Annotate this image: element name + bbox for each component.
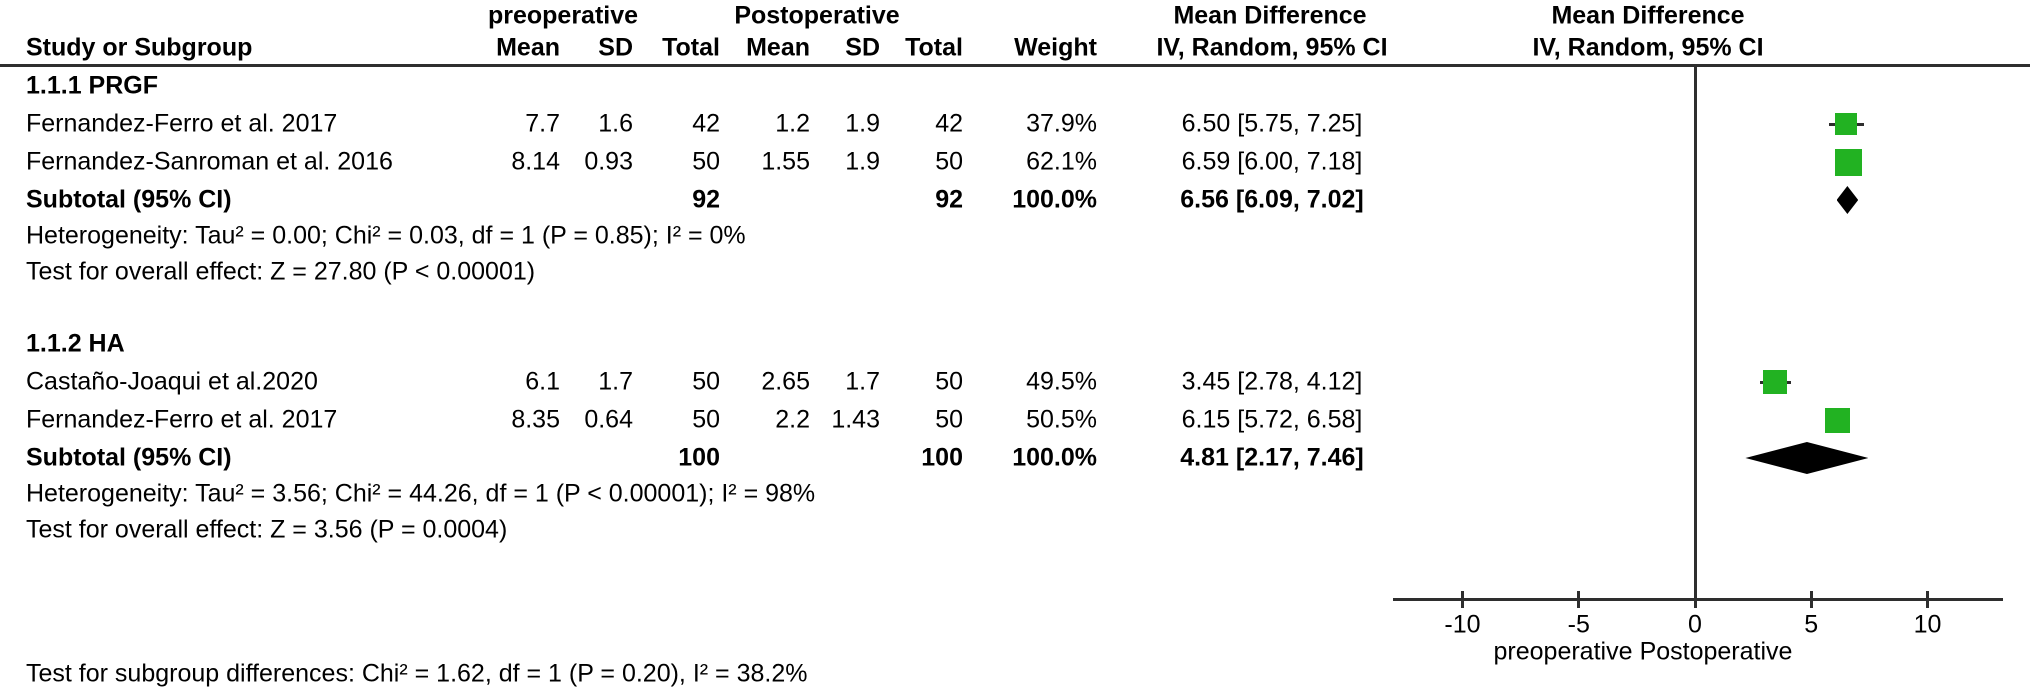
- study-marker-square: [1763, 370, 1788, 394]
- cell-sd-pre: 0.93: [584, 147, 633, 176]
- col-header-total-post: Total: [905, 33, 963, 62]
- col-header-iv-random-ci: IV, Random, 95% CI: [1156, 33, 1388, 62]
- overall-effect-text: Test for overall effect: Z = 3.56 (P = 0…: [26, 515, 508, 544]
- cell-mean-pre: 7.7: [525, 109, 560, 138]
- subtotal-total-pre: 100: [678, 443, 720, 472]
- study-marker-square: [1825, 407, 1851, 433]
- cell-total-post: 50: [935, 367, 963, 396]
- cell-weight: 37.9%: [1026, 109, 1097, 138]
- subtotal-ci-text: 6.56 [6.09, 7.02]: [1180, 185, 1364, 214]
- cell-total-post: 42: [935, 109, 963, 138]
- cell-mean-pre: 8.14: [511, 147, 560, 176]
- subtotal-weight: 100.0%: [1012, 185, 1097, 214]
- axis-tick: [1809, 591, 1813, 608]
- axis-tick: [1577, 591, 1581, 608]
- study-name: Castaño-Joaqui et al.2020: [26, 367, 318, 396]
- col-header-study: Study or Subgroup: [26, 33, 253, 62]
- cell-total-pre: 50: [692, 367, 720, 396]
- axis-tick: [1461, 591, 1464, 608]
- cell-mean-pre: 6.1: [525, 367, 560, 396]
- subtotal-diamond: [1745, 442, 1869, 474]
- cell-sd-post: 1.43: [831, 405, 880, 434]
- axis-tick-label: 5: [1804, 610, 1819, 639]
- subtotal-label: Subtotal (95% CI): [26, 185, 232, 214]
- cell-weight: 49.5%: [1026, 367, 1097, 396]
- subtotal-diamond: [1836, 186, 1859, 214]
- cell-mean-pre: 8.35: [511, 405, 560, 434]
- heterogeneity-text: Heterogeneity: Tau² = 0.00; Chi² = 0.03,…: [26, 221, 746, 250]
- group-header-postoperative: Postoperative: [734, 1, 900, 30]
- axis-label-postoperative: Postoperative: [1639, 637, 1793, 666]
- subtotal-weight: 100.0%: [1012, 443, 1097, 472]
- header-divider-line: [0, 64, 2030, 67]
- study-marker-square: [1835, 113, 1858, 135]
- cell-ci-text: 6.59 [6.00, 7.18]: [1181, 147, 1363, 176]
- cell-mean-post: 1.55: [761, 147, 810, 176]
- cell-total-pre: 42: [692, 109, 720, 138]
- axis-tick-label: -5: [1567, 610, 1590, 639]
- cell-sd-post: 1.9: [845, 147, 880, 176]
- overall-effect-text: Test for overall effect: Z = 27.80 (P < …: [26, 257, 536, 286]
- cell-total-post: 50: [935, 405, 963, 434]
- plot-header-iv-random-ci: IV, Random, 95% CI: [1532, 33, 1764, 62]
- study-marker-square: [1834, 148, 1862, 176]
- subtotal-total-post: 100: [921, 443, 963, 472]
- cell-weight: 50.5%: [1026, 405, 1097, 434]
- subtotal-label: Subtotal (95% CI): [26, 443, 232, 472]
- section-label: 1.1.1 PRGF: [26, 71, 158, 100]
- subtotal-total-pre: 92: [692, 185, 720, 214]
- col-header-mean-pre: Mean: [496, 33, 560, 62]
- cell-total-post: 50: [935, 147, 963, 176]
- zero-reference-line: [1694, 67, 1697, 599]
- cell-mean-post: 2.2: [775, 405, 810, 434]
- cell-weight: 62.1%: [1026, 147, 1097, 176]
- col-header-weight: Weight: [1014, 33, 1097, 62]
- col-header-total-pre: Total: [662, 33, 720, 62]
- cell-sd-pre: 1.7: [598, 367, 633, 396]
- cell-sd-pre: 1.6: [598, 109, 633, 138]
- subtotal-ci-text: 4.81 [2.17, 7.46]: [1180, 443, 1364, 472]
- subgroup-difference-text: Test for subgroup differences: Chi² = 1.…: [26, 659, 808, 688]
- heterogeneity-text: Heterogeneity: Tau² = 3.56; Chi² = 44.26…: [26, 479, 816, 508]
- cell-sd-post: 1.9: [845, 109, 880, 138]
- x-axis-line: [1393, 598, 2003, 601]
- study-name: Fernandez-Ferro et al. 2017: [26, 405, 338, 434]
- subtotal-total-post: 92: [935, 185, 963, 214]
- study-name: Fernandez-Ferro et al. 2017: [26, 109, 338, 138]
- column-title-mean-difference: Mean Difference: [1173, 1, 1367, 30]
- axis-label-preoperative: preoperative: [1493, 637, 1633, 666]
- col-header-sd-post: SD: [845, 33, 880, 62]
- axis-tick: [1926, 591, 1929, 608]
- cell-mean-post: 1.2: [775, 109, 810, 138]
- group-header-preoperative: preoperative: [487, 1, 639, 30]
- cell-sd-pre: 0.64: [584, 405, 633, 434]
- axis-tick-label: 10: [1913, 610, 1942, 639]
- cell-ci-text: 6.15 [5.72, 6.58]: [1181, 405, 1363, 434]
- col-header-mean-post: Mean: [746, 33, 810, 62]
- col-header-sd-pre: SD: [598, 33, 633, 62]
- study-name: Fernandez-Sanroman et al. 2016: [26, 147, 393, 176]
- cell-sd-post: 1.7: [845, 367, 880, 396]
- axis-tick-label: 0: [1688, 610, 1702, 639]
- cell-mean-post: 2.65: [761, 367, 810, 396]
- cell-total-pre: 50: [692, 147, 720, 176]
- section-label: 1.1.2 HA: [26, 329, 125, 358]
- plot-title-mean-difference: Mean Difference: [1551, 1, 1745, 30]
- cell-ci-text: 3.45 [2.78, 4.12]: [1181, 367, 1363, 396]
- cell-ci-text: 6.50 [5.75, 7.25]: [1181, 109, 1363, 138]
- axis-tick-label: -10: [1444, 610, 1481, 639]
- cell-total-pre: 50: [692, 405, 720, 434]
- axis-tick: [1693, 591, 1697, 608]
